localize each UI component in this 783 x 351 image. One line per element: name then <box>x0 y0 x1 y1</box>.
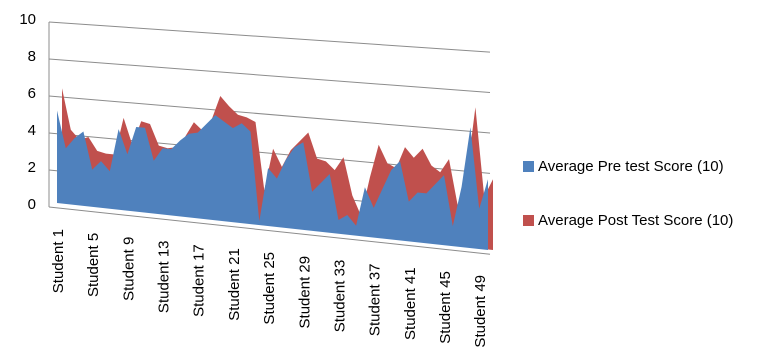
x-tick-label-8: Student 33 <box>332 260 349 333</box>
x-tick-label-10: Student 41 <box>402 267 419 340</box>
legend-label-pre: Average Pre test Score (10) <box>538 158 724 175</box>
x-tick-label-1: Student 5 <box>85 233 102 297</box>
x-tick-label-2: Student 9 <box>120 237 137 301</box>
gridline-0 <box>48 206 491 255</box>
y-tick-label-4: 8 <box>28 48 36 65</box>
legend-entry-post: Average Post Test Score (10) <box>523 212 783 229</box>
plot-areas <box>57 88 493 250</box>
legend-entry-pre: Average Pre test Score (10) <box>523 158 783 175</box>
legend-swatch-post <box>523 215 534 226</box>
y-axis-tick-labels: 0 2 4 6 8 10 <box>19 11 36 213</box>
x-axis-tick-labels: Student 1 Student 5 Student 9 Student 13 Stu… <box>50 229 489 348</box>
x-tick-label-0: Student 1 <box>50 229 67 293</box>
legend-swatch-pre <box>523 161 534 172</box>
x-tick-label-5: Student 21 <box>226 248 243 321</box>
x-tick-label-3: Student 13 <box>156 241 173 314</box>
y-tick-label-2: 4 <box>28 122 36 139</box>
legend-label-post: Average Post Test Score (10) <box>538 212 734 229</box>
x-tick-label-9: Student 37 <box>367 264 384 337</box>
y-tick-label-0: 0 <box>28 196 36 213</box>
x-tick-label-7: Student 29 <box>296 256 313 329</box>
gridline-3 <box>48 95 491 134</box>
gridline-5 <box>48 21 491 53</box>
x-tick-label-11: Student 45 <box>437 271 454 344</box>
y-tick-label-1: 2 <box>28 159 36 176</box>
x-tick-label-4: Student 17 <box>191 244 208 317</box>
x-tick-label-12: Student 49 <box>472 275 489 348</box>
y-tick-label-3: 6 <box>28 85 36 102</box>
x-tick-label-6: Student 25 <box>261 252 278 325</box>
gridline-4 <box>48 58 491 94</box>
y-tick-label-5: 10 <box>19 11 36 28</box>
area-series-0 <box>57 110 488 250</box>
